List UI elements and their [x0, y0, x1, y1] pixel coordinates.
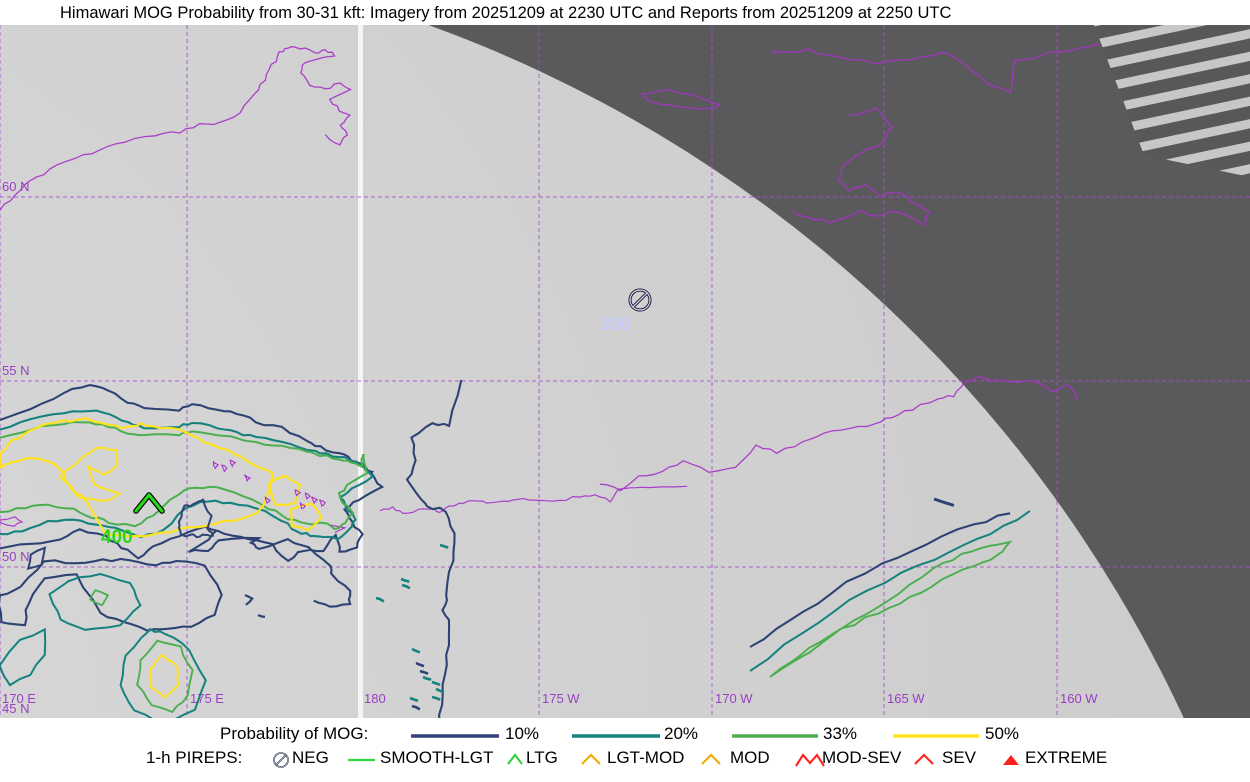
- svg-text:160 W: 160 W: [1060, 691, 1098, 706]
- svg-text:170 W: 170 W: [715, 691, 753, 706]
- svg-text:175 W: 175 W: [542, 691, 580, 706]
- svg-text:400: 400: [101, 527, 133, 548]
- svg-text:165 W: 165 W: [887, 691, 925, 706]
- svg-text:175 E: 175 E: [190, 691, 224, 706]
- svg-text:60 N: 60 N: [2, 179, 29, 194]
- svg-text:45 N: 45 N: [2, 701, 29, 716]
- svg-text:350: 350: [600, 314, 630, 334]
- svg-text:180: 180: [364, 691, 386, 706]
- svg-text:55 N: 55 N: [2, 363, 29, 378]
- svg-text:50 N: 50 N: [2, 549, 29, 564]
